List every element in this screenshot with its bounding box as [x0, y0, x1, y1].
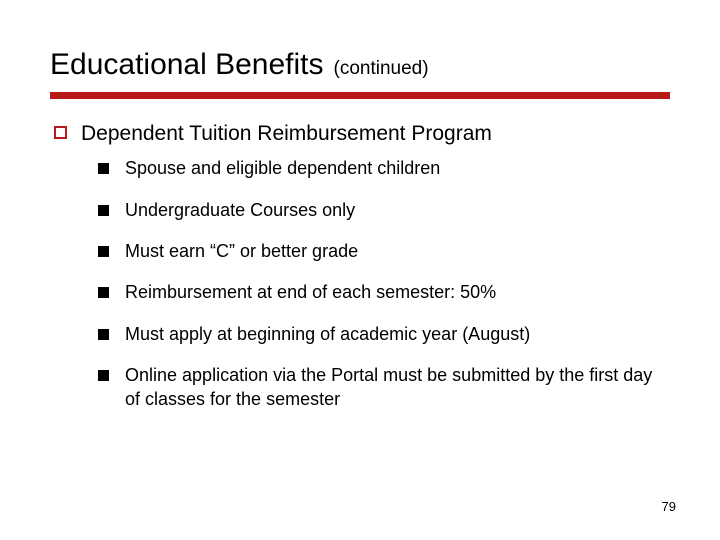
outline-heading: Dependent Tuition Reimbursement Program [81, 121, 492, 147]
list-item: Undergraduate Courses only [98, 199, 670, 222]
bullet-text: Reimbursement at end of each semester: 5… [125, 281, 496, 304]
title-main: Educational Benefits [50, 48, 324, 82]
title-line: Educational Benefits (continued) [50, 48, 670, 82]
list-item: Must apply at beginning of academic year… [98, 323, 670, 346]
filled-square-icon [98, 287, 109, 298]
bullet-list: Spouse and eligible dependent children U… [54, 153, 670, 411]
title-underline [50, 92, 670, 99]
hollow-square-icon [54, 126, 67, 139]
list-item: Spouse and eligible dependent children [98, 157, 670, 180]
bullet-text: Undergraduate Courses only [125, 199, 355, 222]
filled-square-icon [98, 163, 109, 174]
list-item: Must earn “C” or better grade [98, 240, 670, 263]
bullet-text: Must earn “C” or better grade [125, 240, 358, 263]
filled-square-icon [98, 246, 109, 257]
bullet-text: Spouse and eligible dependent children [125, 157, 440, 180]
title-continued: (continued) [334, 58, 429, 80]
content: Dependent Tuition Reimbursement Program … [50, 107, 670, 411]
outline-heading-row: Dependent Tuition Reimbursement Program [54, 121, 670, 147]
bullet-text: Must apply at beginning of academic year… [125, 323, 530, 346]
title-block: Educational Benefits (continued) [50, 48, 670, 99]
filled-square-icon [98, 329, 109, 340]
slide: Educational Benefits (continued) Depende… [0, 0, 720, 540]
filled-square-icon [98, 370, 109, 381]
list-item: Reimbursement at end of each semester: 5… [98, 281, 670, 304]
list-item: Online application via the Portal must b… [98, 364, 670, 411]
bullet-text: Online application via the Portal must b… [125, 364, 655, 411]
filled-square-icon [98, 205, 109, 216]
page-number: 79 [662, 499, 676, 514]
